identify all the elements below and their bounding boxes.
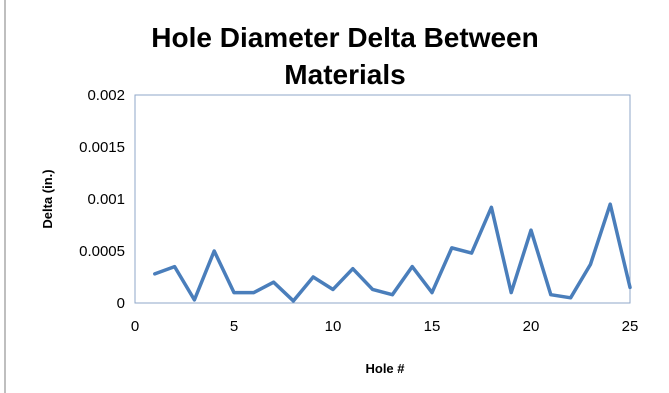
- data-point: [212, 249, 216, 253]
- plot-area: [134, 94, 631, 304]
- data-point: [390, 293, 394, 297]
- y-tick-labels: 0 0.0005 0.001 0.0015 0.002: [79, 87, 125, 312]
- chart-title-line-1: Hole Diameter Delta Between: [151, 22, 538, 53]
- data-point: [569, 296, 573, 300]
- data-point: [331, 287, 335, 291]
- data-point: [628, 285, 632, 289]
- x-tick-label: 10: [325, 318, 342, 335]
- x-tick-label: 15: [424, 318, 441, 335]
- data-point: [489, 205, 493, 209]
- data-point: [608, 202, 612, 206]
- x-tick-labels: 0 5 10 15 20 25: [131, 318, 639, 335]
- data-point: [529, 228, 533, 232]
- data-point: [371, 287, 375, 291]
- x-axis-title: Hole #: [365, 361, 405, 376]
- x-tick-label: 5: [230, 318, 238, 335]
- y-tick-label: 0: [117, 295, 125, 312]
- data-point: [311, 275, 315, 279]
- data-point: [232, 291, 236, 295]
- y-tick-label: 0.001: [87, 191, 125, 208]
- y-axis-title: Delta (in.): [40, 169, 55, 228]
- data-point: [450, 246, 454, 250]
- data-point: [173, 265, 177, 269]
- y-tick-label: 0.002: [87, 87, 125, 104]
- data-point: [192, 298, 196, 302]
- data-point: [470, 251, 474, 255]
- series-layer: [153, 202, 632, 303]
- data-point: [430, 291, 434, 295]
- data-point: [410, 265, 414, 269]
- series-line: [153, 202, 632, 303]
- data-point: [291, 299, 295, 303]
- data-point: [549, 293, 553, 297]
- data-point: [509, 291, 513, 295]
- x-tick-label: 25: [622, 318, 639, 335]
- data-point: [272, 280, 276, 284]
- data-point: [351, 267, 355, 271]
- chart-title-line-2: Materials: [284, 59, 405, 90]
- x-tick-label: 20: [523, 318, 540, 335]
- data-point: [588, 263, 592, 267]
- data-point: [252, 291, 256, 295]
- data-point: [153, 272, 157, 276]
- y-tick-label: 0.0015: [79, 139, 125, 156]
- x-tick-label: 0: [131, 318, 139, 335]
- y-tick-label: 0.0005: [79, 243, 125, 260]
